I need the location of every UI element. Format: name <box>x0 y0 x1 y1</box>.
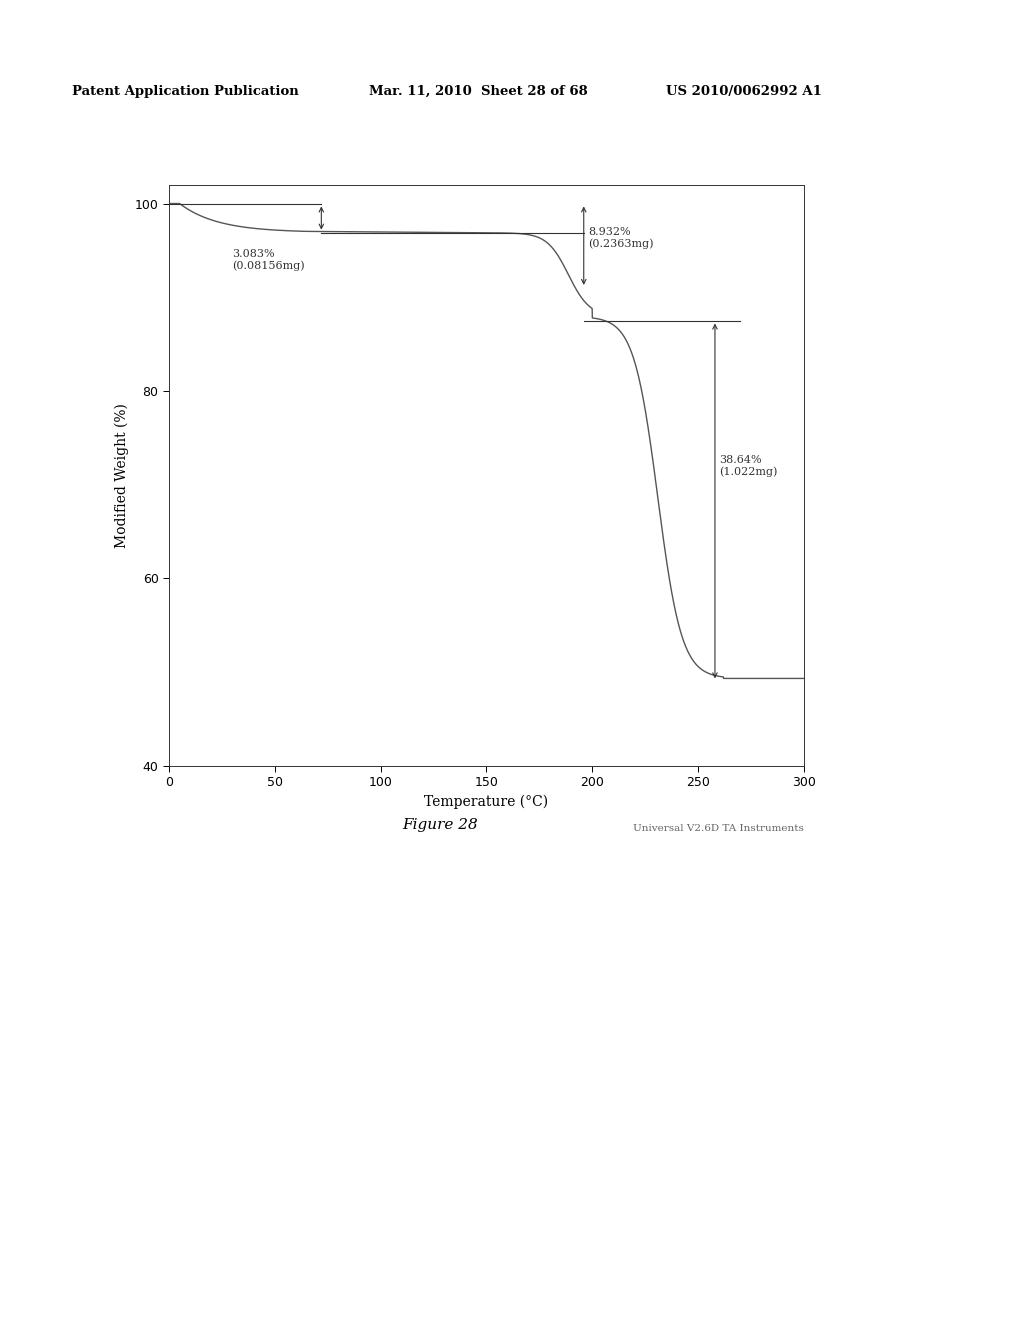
Text: Patent Application Publication: Patent Application Publication <box>72 84 298 98</box>
Text: Universal V2.6D TA Instruments: Universal V2.6D TA Instruments <box>633 824 804 833</box>
Text: Figure 28: Figure 28 <box>402 818 478 832</box>
X-axis label: Temperature (°C): Temperature (°C) <box>424 795 549 809</box>
Text: US 2010/0062992 A1: US 2010/0062992 A1 <box>666 84 821 98</box>
Text: 8.932%
(0.2363mg): 8.932% (0.2363mg) <box>588 227 653 249</box>
Text: 3.083%
(0.08156mg): 3.083% (0.08156mg) <box>232 248 305 271</box>
Y-axis label: Modified Weight (%): Modified Weight (%) <box>115 403 129 548</box>
Text: Mar. 11, 2010  Sheet 28 of 68: Mar. 11, 2010 Sheet 28 of 68 <box>369 84 588 98</box>
Text: 38.64%
(1.022mg): 38.64% (1.022mg) <box>719 454 777 477</box>
